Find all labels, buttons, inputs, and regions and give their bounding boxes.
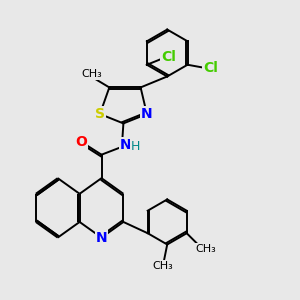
Text: N: N bbox=[120, 138, 131, 152]
Text: N: N bbox=[141, 107, 153, 121]
Text: CH₃: CH₃ bbox=[82, 69, 103, 79]
Text: O: O bbox=[75, 135, 87, 149]
Text: Cl: Cl bbox=[161, 50, 176, 64]
Text: S: S bbox=[95, 107, 105, 121]
Text: H: H bbox=[131, 140, 141, 153]
Text: Cl: Cl bbox=[204, 61, 218, 75]
Text: N: N bbox=[96, 231, 107, 244]
Text: CH₃: CH₃ bbox=[152, 261, 173, 271]
Text: CH₃: CH₃ bbox=[196, 244, 217, 254]
